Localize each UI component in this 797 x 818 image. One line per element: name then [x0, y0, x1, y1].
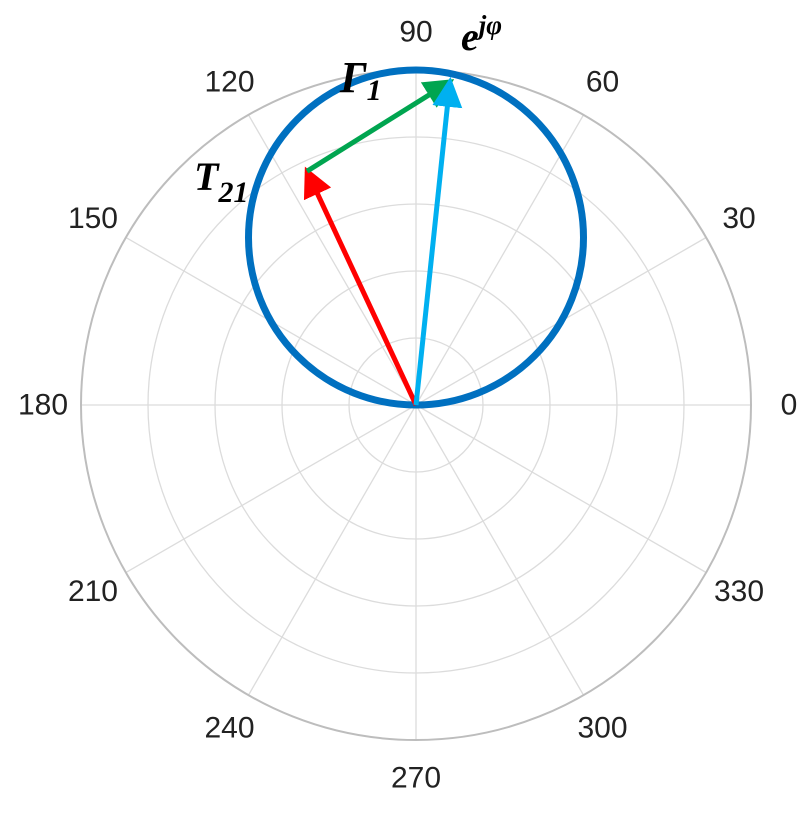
- label-gamma1-sub: 1: [367, 74, 382, 107]
- spoke-60: [415, 114, 585, 406]
- vector-2: [305, 79, 455, 174]
- ring-2: [281, 270, 551, 540]
- label-gamma1-base: Γ: [339, 53, 367, 102]
- plot-data: [245, 66, 587, 409]
- vector-1: [303, 166, 419, 407]
- label-t21: T21: [194, 154, 248, 209]
- ring-1: [348, 337, 484, 473]
- tick-label-270: 270: [391, 762, 441, 795]
- label-ejphi-base: e: [461, 14, 479, 59]
- spoke-120: [247, 114, 417, 406]
- tick-label-90: 90: [399, 16, 432, 49]
- spoke-240: [247, 404, 417, 696]
- label-ejphi: ejφ: [461, 10, 502, 59]
- vector-3: [413, 76, 463, 406]
- label-t21-base: T: [194, 154, 220, 199]
- tick-label-240: 240: [204, 712, 254, 745]
- spoke-210: [125, 404, 417, 574]
- label-t21-sub: 21: [217, 176, 248, 209]
- ring-4: [147, 136, 685, 674]
- label-gamma1: Γ1: [339, 53, 382, 107]
- spoke-300: [415, 404, 585, 696]
- tick-label-300: 300: [577, 712, 627, 745]
- label-ejphi-sup: jφ: [475, 10, 502, 40]
- tick-label-30: 30: [722, 202, 755, 235]
- tick-label-60: 60: [586, 65, 619, 98]
- angle-tick-labels: 0 30 60 90 120 150 180 210 240 270 300 330: [18, 16, 797, 795]
- tick-label-330: 330: [714, 575, 764, 608]
- tick-label-150: 150: [68, 202, 118, 235]
- ring-3: [214, 203, 618, 607]
- tick-label-0: 0: [781, 389, 797, 422]
- spoke-330: [415, 404, 707, 574]
- tick-label-210: 210: [68, 575, 118, 608]
- tick-label-180: 180: [18, 389, 68, 422]
- tick-label-120: 120: [204, 65, 254, 98]
